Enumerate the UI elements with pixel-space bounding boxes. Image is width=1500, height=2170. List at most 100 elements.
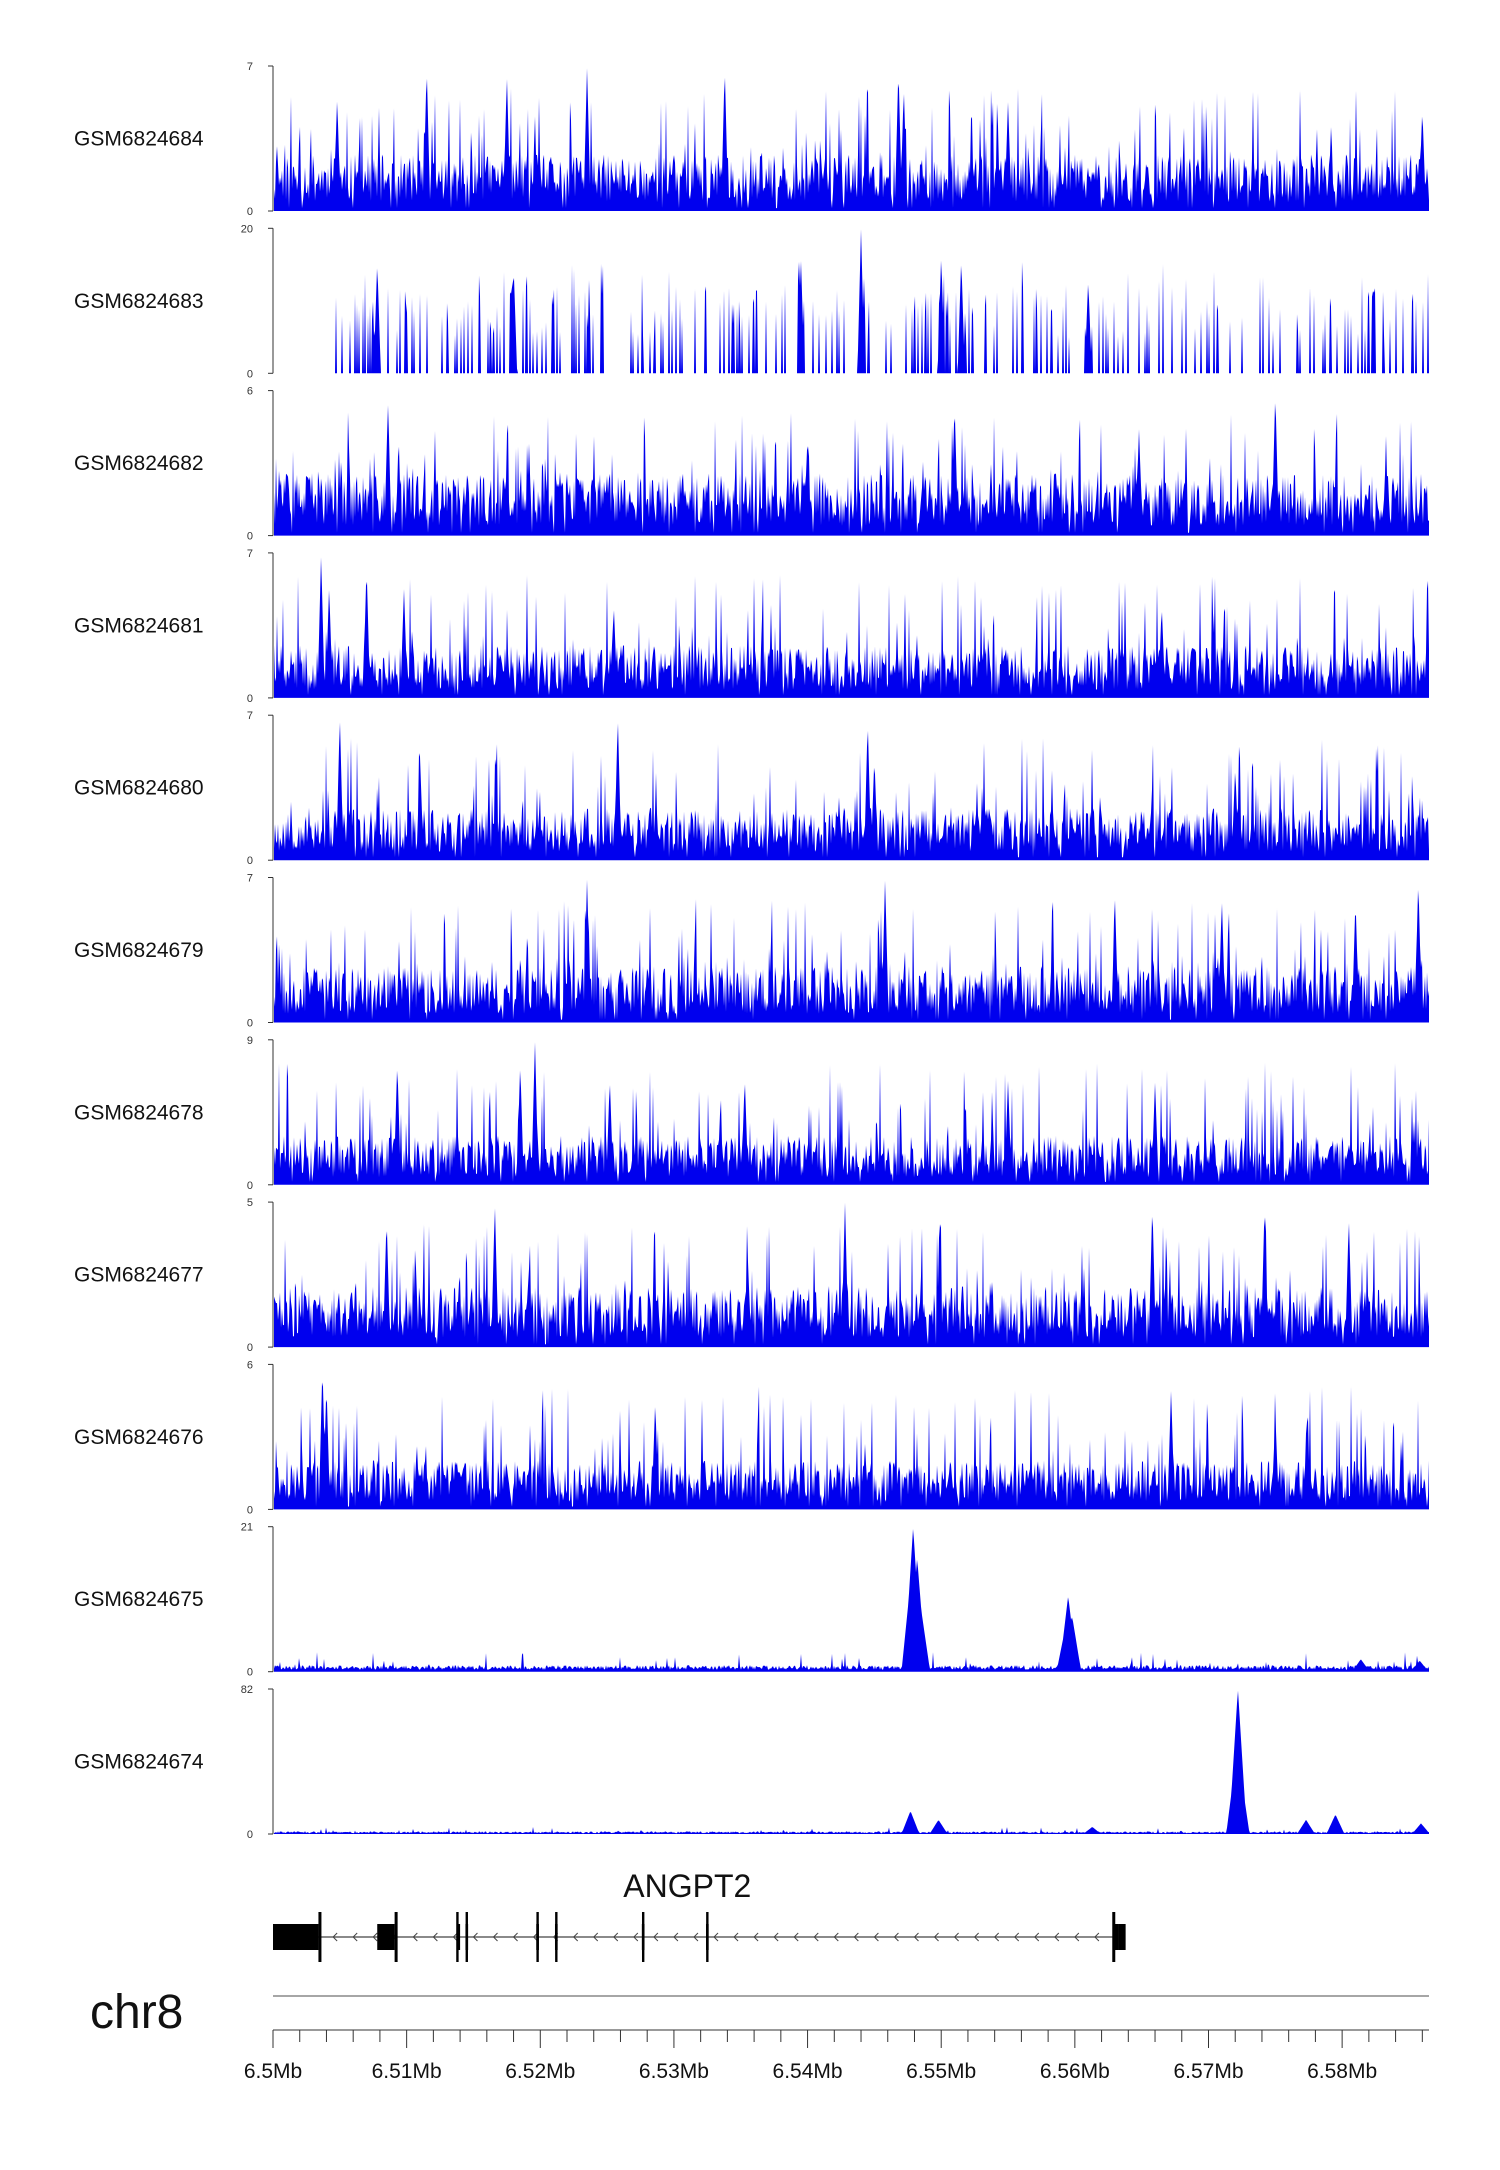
coverage-area: [274, 557, 1429, 698]
y-min-label: 0: [247, 531, 253, 543]
strand-arrow: [532, 1932, 538, 1942]
x-tick-label: 6.57Mb: [1173, 2060, 1243, 2083]
track-label: GSM6824682: [74, 452, 204, 475]
coverage-tracks: GSM682468470GSM6824683200GSM682468260GSM…: [74, 61, 1429, 1841]
track-GSM6824676: GSM6824676 6 0: [74, 1359, 1429, 1516]
coverage-area: [274, 722, 1429, 861]
strand-arrow: [913, 1932, 919, 1942]
strand-arrow: [372, 1932, 378, 1942]
y-max-label: 7: [247, 548, 253, 560]
strand-arrow: [572, 1932, 579, 1942]
strand-arrow: [993, 1932, 1000, 1942]
exon: [465, 1912, 468, 1962]
y-min-label: 0: [247, 1829, 253, 1841]
track-label: GSM6824684: [74, 128, 204, 151]
strand-arrow: [673, 1932, 679, 1942]
coverage-area: [274, 1202, 1429, 1348]
coverage-area: [274, 1382, 1429, 1510]
strand-arrow: [693, 1932, 699, 1942]
track-GSM6824675: GSM6824675 21 0: [74, 1522, 1429, 1679]
y-min-label: 0: [247, 1018, 253, 1030]
y-min-label: 0: [247, 206, 253, 218]
exon: [377, 1924, 395, 1950]
coverage-area: [274, 879, 1429, 1023]
y-max-label: 6: [247, 386, 253, 398]
strand-arrow: [512, 1932, 518, 1942]
y-min-label: 0: [247, 855, 253, 867]
strand-arrow: [352, 1932, 358, 1942]
exon-boundary: [318, 1912, 322, 1962]
track-label: GSM6824679: [74, 939, 204, 962]
strand-arrow: [973, 1932, 979, 1942]
strand-arrow: [1014, 1932, 1020, 1942]
exon: [555, 1912, 558, 1962]
strand-arrow: [753, 1932, 759, 1942]
strand-arrow: [472, 1932, 478, 1942]
track-label: GSM6824675: [74, 1588, 204, 1611]
track-label: GSM6824674: [74, 1751, 204, 1774]
y-max-label: 9: [247, 1035, 253, 1047]
strand-arrow: [953, 1932, 959, 1942]
track-GSM6824677: GSM6824677 5 0: [74, 1197, 1429, 1354]
track-GSM6824674: GSM6824674 82 0: [74, 1684, 1429, 1841]
y-min-label: 0: [247, 693, 253, 705]
x-tick-label: 6.5Mb: [244, 2060, 302, 2083]
track-label: GSM6824681: [74, 614, 204, 637]
strand-arrow: [1094, 1932, 1100, 1942]
strand-arrow: [773, 1932, 779, 1942]
strand-arrow: [893, 1932, 899, 1942]
genomic-axis: chr8 6.5Mb 6.51Mb 6.52Mb 6.53Mb 6.54Mb 6.55Mb…: [90, 1986, 1429, 2083]
track-label: GSM6824680: [74, 777, 204, 800]
x-tick-label: 6.58Mb: [1307, 2060, 1377, 2083]
track-GSM6824679: GSM6824679 7 0: [74, 873, 1429, 1030]
x-tick-label: 6.56Mb: [1040, 2060, 1110, 2083]
strand-arrow: [1054, 1932, 1060, 1942]
strand-arrow: [1034, 1932, 1040, 1942]
y-max-label: 7: [247, 61, 253, 73]
track-label: GSM6824676: [74, 1426, 204, 1449]
strand-arrow: [933, 1932, 939, 1942]
track-GSM6824681: GSM6824681 7 0: [74, 548, 1429, 705]
y-max-label: 5: [247, 1197, 253, 1209]
track-label: GSM6824678: [74, 1101, 204, 1124]
chromosome-label: chr8: [90, 1986, 183, 2039]
track-GSM6824680: GSM6824680 7 0: [74, 710, 1429, 867]
strand-arrow: [332, 1932, 338, 1942]
track-label: GSM6824677: [74, 1264, 204, 1287]
exon: [641, 1912, 645, 1962]
y-max-label: 7: [247, 710, 253, 722]
gene-name-label: ANGPT2: [623, 1868, 751, 1904]
strand-arrow: [713, 1932, 719, 1942]
track-GSM6824678: GSM6824678 9 0: [74, 1035, 1429, 1192]
exon-boundary: [1112, 1912, 1116, 1962]
x-tick-label: 6.55Mb: [906, 2060, 976, 2083]
y-min-label: 0: [247, 1180, 253, 1192]
strand-arrow: [873, 1932, 879, 1942]
track-GSM6824684: GSM6824684 7 0: [74, 61, 1429, 218]
y-max-label: 21: [241, 1522, 253, 1534]
coverage-area: [274, 68, 1429, 211]
y-max-label: 82: [241, 1684, 253, 1696]
strand-arrow: [853, 1932, 859, 1942]
strand-arrow: [793, 1932, 799, 1942]
coverage-area: [274, 1529, 1429, 1672]
y-min-label: 0: [247, 368, 253, 380]
coverage-area: [274, 403, 1429, 536]
strand-arrow: [1074, 1932, 1080, 1942]
exon: [457, 1924, 461, 1950]
x-tick-label: 6.54Mb: [773, 2060, 843, 2083]
strand-arrow: [492, 1932, 498, 1942]
coverage-area: [274, 1042, 1429, 1185]
x-tick-label: 6.52Mb: [505, 2060, 575, 2083]
axis-ticks: 6.5Mb 6.51Mb 6.52Mb 6.53Mb 6.54Mb 6.55Mb 6.56M…: [244, 1995, 1429, 2083]
exon: [273, 1924, 319, 1950]
strand-arrow: [593, 1932, 599, 1942]
strand-arrow: [452, 1932, 458, 1942]
exon: [536, 1912, 539, 1962]
strand-arrow: [733, 1932, 739, 1942]
gene-track: ANGPT2: [273, 1868, 1126, 1962]
exon: [1118, 1924, 1126, 1950]
y-min-label: 0: [247, 1504, 253, 1516]
coverage-area: [323, 229, 1429, 374]
